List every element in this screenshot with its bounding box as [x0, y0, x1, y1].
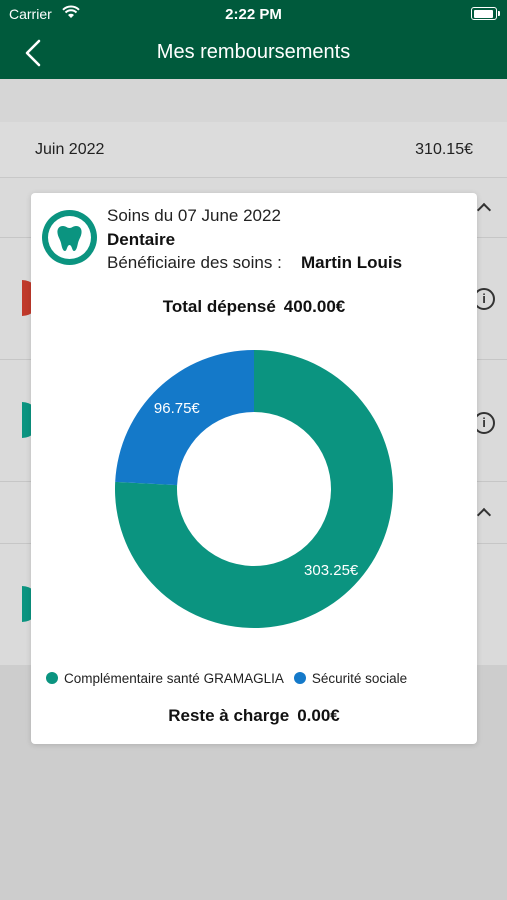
care-type: Dentaire: [107, 230, 176, 249]
tooth-icon: [42, 210, 97, 265]
total-value: 400.00€: [283, 297, 346, 316]
month-amount: 310.15€: [415, 141, 473, 158]
slice-value-label: 303.25€: [304, 562, 359, 579]
background-spacer: [0, 79, 507, 122]
reste-value: 0.00€: [297, 706, 340, 725]
top-bar: Carrier 2:22 PM Mes remboursements: [0, 0, 507, 79]
legend-item: Sécurité sociale: [293, 671, 408, 686]
legend-dot-icon: [46, 672, 58, 684]
battery-icon: [471, 7, 500, 20]
total-label: Total dépensé: [162, 297, 276, 316]
legend-item: Complémentaire santé GRAMAGLIA: [46, 671, 284, 686]
legend-label: Sécurité sociale: [311, 671, 408, 686]
remaining-charge: Reste à charge 0.00€: [31, 706, 477, 726]
donut-hole: [187, 422, 321, 556]
wifi-icon: [62, 5, 80, 18]
chevron-up-icon[interactable]: [476, 507, 492, 523]
beneficiary-label: Bénéficiaire des soins :: [107, 253, 282, 272]
page-title: Mes remboursements: [156, 41, 351, 63]
back-button[interactable]: [18, 36, 48, 70]
reimbursement-detail-card: Soins du 07 June 2022 Dentaire Bénéficia…: [31, 193, 477, 744]
status-time: 2:22 PM: [225, 6, 282, 23]
chevron-up-icon[interactable]: [476, 202, 492, 218]
beneficiary-name: Martin Louis: [301, 253, 403, 272]
carrier-label: Carrier: [9, 6, 52, 22]
donut-slice: [115, 350, 254, 486]
total-spent: Total dépensé 400.00€: [31, 297, 477, 317]
slice-value-label: 96.75€: [154, 400, 201, 417]
legend-label: Complémentaire santé GRAMAGLIA: [64, 671, 284, 686]
reimbursement-donut-chart: 303.25€ 96.75€: [114, 350, 394, 629]
month-label: Juin 2022: [35, 141, 105, 158]
legend-dot-icon: [293, 672, 306, 684]
chart-legend: Complémentaire santé GRAMAGLIA Sécurité s…: [46, 671, 417, 686]
donut-slice: [114, 350, 394, 629]
reste-label: Reste à charge: [168, 706, 290, 725]
status-bar: Carrier 2:22 PM: [0, 0, 507, 28]
month-header-row[interactable]: Juin 2022 310.15€: [0, 122, 507, 178]
care-date: Soins du 07 June 2022: [107, 206, 281, 225]
